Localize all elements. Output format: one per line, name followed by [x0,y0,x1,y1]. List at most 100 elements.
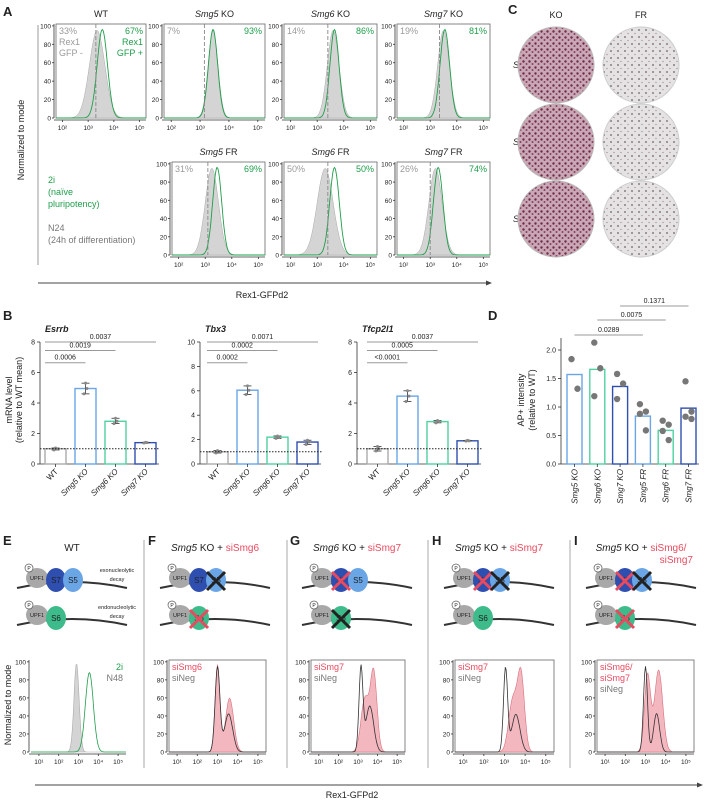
gene-name: Smg5 [199,147,224,157]
knockdown-cross-icon [614,570,636,592]
p-value-label: 0.0075 [621,312,643,319]
data-point [642,427,650,434]
phospho-icon [309,600,319,610]
y-tick-label: 1.5 [546,376,556,383]
gfp-positive-percent: 86% [356,26,374,36]
x-tick-label: 10² [167,125,177,132]
mrna-strand [16,618,128,626]
2i-histogram [31,672,126,753]
y-axis-label: (relative to WT mean) [14,357,24,443]
x-category-label: Smg5 KO [381,467,412,498]
data-point [374,449,378,453]
y-tick-label: 60 [443,695,451,702]
x-tick-label: 10³ [213,759,223,766]
legend-entry: 2i [116,662,123,672]
chart-title: Esrrb [45,324,69,334]
x-tick-label: 10³ [313,262,323,269]
y-tick-label: 100 [295,659,306,666]
y-tick-label: 20 [272,234,280,241]
x-tick-label: 10⁴ [233,759,243,766]
gfp-positive-percent: 74% [469,164,487,174]
data-point [304,442,308,446]
x-tick-label: 10⁵ [253,262,263,269]
panel-title: WT [64,543,80,554]
y-tick-label: 100 [439,659,450,666]
mrna-strand [301,618,413,626]
y-tick-label: 0 [388,253,392,260]
y-tick-label: 0 [191,462,195,469]
y-tick-label: 60 [385,198,393,205]
x-tick-label: 10¹ [34,759,44,766]
p-value-label: 0.0037 [412,334,434,341]
gene-name: Smg6 [311,147,335,157]
y-tick-label: 80 [160,180,168,187]
data-point [688,415,695,423]
panel-title: Smg6 KO + siSmg7 [313,543,402,554]
y-tick-label: 40 [443,713,451,720]
x-tick-label: 10⁵ [253,759,263,766]
smg7-protein [189,568,209,592]
fr-plate-image [602,180,680,258]
legend-entry: siSmg7 [600,673,630,683]
title-text: WT [64,543,80,554]
x-tick-label: 10³ [353,759,363,766]
y-tick-label: 20 [44,97,52,104]
x-tick-label: 10³ [500,759,510,766]
y-tick-label: 40 [385,216,393,223]
data-point [114,416,117,420]
column-header: FR [635,10,647,20]
histogram-title: Smg6 KO [311,9,350,19]
data-point [55,447,59,451]
phospho-icon [24,563,34,573]
bar [74,387,97,465]
y-tick-label: 100 [15,659,26,666]
y-tick-label: 80 [272,180,280,187]
y-tick-label: 60 [272,198,280,205]
smg5-label: S5 [353,576,363,585]
phospho-icon [309,563,319,573]
phospho-label: P [454,603,458,609]
knockdown-cross-icon [330,570,352,592]
gene-name: Smg7 [424,9,449,19]
x-tick-label: 10² [399,262,409,269]
y-tick-label: 80 [152,42,160,49]
y-tick-label: 60 [44,60,52,67]
x-category-label: Smg6 KO [89,467,120,498]
y-tick-label: 20 [299,731,307,738]
p-value-label: 0.0005 [392,343,414,350]
n24-histogram [397,30,490,119]
data-point [613,370,621,378]
data-point [407,394,411,398]
legend-entry: siSmg6 [172,662,202,672]
histogram-title: Smg6 FR [311,147,350,157]
bar [236,389,259,465]
x-tick-label: 10² [193,759,203,766]
gfp-negative-percent: 19% [400,26,418,36]
mrna-strand [585,618,697,626]
mrna-strand [159,618,271,626]
title-suffix: FR [335,147,350,157]
arrow-head [697,782,703,788]
smg7-label: S7 [51,576,61,585]
upf1-protein [26,568,48,588]
data-point [85,387,89,391]
y-tick-label: 100 [381,161,392,168]
legend-entry: siSmg7 [458,662,488,672]
x-tick-label: 10⁴ [661,759,671,766]
x-tick-label: 10² [58,125,68,132]
p-value-label: 0.0071 [252,334,274,341]
smg5-protein [348,568,368,592]
y-tick-label: 100 [153,659,164,666]
data-point [642,408,650,415]
x-tick-label: 10¹ [600,759,610,766]
y-tick-label: 80 [44,42,52,49]
y-tick-label: 60 [152,60,160,67]
y-tick-label: 0.0 [546,462,556,469]
data-point [659,417,666,424]
upf1-protein [311,605,333,625]
legend-n24: (24h of differentiation) [48,235,135,245]
data-point [115,419,119,423]
upf1-label: UPF1 [173,613,187,619]
sirna-label: siSmg6/ [650,543,686,554]
histogram-title: WT [94,9,108,19]
